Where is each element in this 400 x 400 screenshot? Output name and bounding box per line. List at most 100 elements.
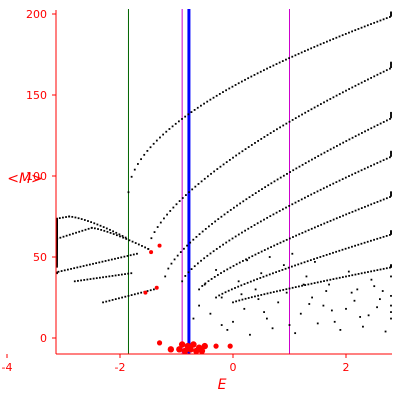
data-point bbox=[195, 235, 198, 238]
data-point bbox=[137, 243, 140, 246]
data-point bbox=[56, 260, 58, 263]
data-point bbox=[169, 210, 172, 212]
data-point bbox=[159, 221, 162, 224]
data-point bbox=[266, 317, 268, 320]
data-point bbox=[109, 231, 112, 234]
data-point bbox=[272, 272, 274, 275]
data-point bbox=[59, 236, 62, 239]
data-point bbox=[212, 250, 215, 253]
data-point bbox=[228, 87, 231, 90]
data-point bbox=[234, 235, 237, 238]
data-point bbox=[245, 198, 248, 201]
data-point bbox=[294, 264, 296, 267]
data-point bbox=[326, 221, 329, 224]
data-point bbox=[353, 299, 356, 302]
data-point bbox=[282, 264, 285, 266]
data-point bbox=[72, 232, 74, 235]
data-point bbox=[201, 285, 204, 287]
data-point bbox=[354, 172, 357, 175]
data-point bbox=[124, 295, 127, 298]
data-point bbox=[298, 115, 300, 118]
data-point bbox=[304, 196, 306, 199]
data-point bbox=[203, 177, 206, 180]
data-point bbox=[227, 289, 230, 292]
data-point bbox=[141, 245, 143, 247]
data-point bbox=[338, 35, 341, 38]
data-point bbox=[379, 19, 382, 22]
data-point bbox=[254, 288, 257, 291]
data-point bbox=[243, 283, 246, 285]
data-point bbox=[301, 163, 304, 166]
data-point bbox=[97, 228, 99, 230]
data-point bbox=[247, 146, 250, 148]
data-point bbox=[261, 188, 263, 190]
data-point bbox=[313, 46, 316, 48]
data-point bbox=[325, 290, 328, 292]
data-point bbox=[313, 106, 316, 109]
data-point bbox=[384, 330, 387, 333]
data-point bbox=[56, 244, 58, 247]
data-point bbox=[105, 275, 108, 278]
data-point bbox=[277, 301, 280, 304]
data-point bbox=[56, 258, 58, 260]
data-point bbox=[360, 207, 363, 209]
data-point bbox=[307, 229, 310, 232]
data-point bbox=[105, 227, 108, 230]
data-point bbox=[254, 253, 257, 256]
data-point bbox=[228, 158, 231, 161]
data-point bbox=[273, 180, 276, 183]
data-point bbox=[198, 288, 200, 291]
data-point bbox=[188, 191, 190, 194]
data-point bbox=[241, 150, 244, 153]
data-point bbox=[382, 159, 385, 162]
data-point bbox=[390, 61, 392, 64]
data-point bbox=[298, 165, 301, 168]
data-point bbox=[311, 158, 313, 161]
data-point bbox=[56, 254, 58, 257]
data-point bbox=[269, 291, 272, 294]
data-point bbox=[246, 281, 249, 284]
y-tick-label: 150 bbox=[26, 89, 47, 102]
data-point bbox=[246, 259, 249, 262]
data-point bbox=[323, 101, 325, 104]
data-point bbox=[313, 226, 316, 229]
data-point bbox=[75, 231, 77, 234]
data-point bbox=[304, 230, 307, 233]
data-point bbox=[323, 151, 326, 154]
data-point bbox=[225, 241, 228, 244]
data-point bbox=[89, 278, 92, 280]
data-point bbox=[230, 288, 233, 291]
data-point bbox=[272, 130, 275, 133]
data-point bbox=[367, 314, 370, 317]
data-point bbox=[250, 75, 253, 78]
data-point bbox=[247, 227, 250, 230]
data-point bbox=[224, 291, 227, 294]
data-point bbox=[341, 91, 344, 94]
data-point bbox=[317, 155, 320, 158]
red-data-point bbox=[149, 250, 154, 255]
data-point bbox=[382, 198, 385, 201]
data-point bbox=[388, 234, 391, 236]
data-point bbox=[390, 194, 392, 197]
data-point bbox=[333, 320, 336, 323]
data-point bbox=[379, 199, 382, 202]
data-point bbox=[356, 288, 359, 291]
data-point bbox=[241, 298, 244, 301]
data-point bbox=[357, 273, 360, 275]
data-point bbox=[316, 44, 319, 47]
data-point bbox=[390, 114, 392, 117]
data-point bbox=[85, 264, 88, 267]
data-point bbox=[294, 201, 297, 204]
red-data-point bbox=[176, 346, 183, 353]
data-point bbox=[310, 47, 313, 50]
data-point bbox=[70, 267, 72, 270]
data-point bbox=[250, 144, 253, 146]
data-point bbox=[238, 299, 241, 302]
data-point bbox=[329, 148, 332, 151]
data-point bbox=[237, 280, 240, 283]
data-point bbox=[297, 263, 300, 266]
data-point bbox=[326, 150, 329, 152]
y-tick-label: 100 bbox=[26, 170, 47, 183]
data-point bbox=[390, 11, 392, 14]
data-point bbox=[360, 26, 363, 29]
